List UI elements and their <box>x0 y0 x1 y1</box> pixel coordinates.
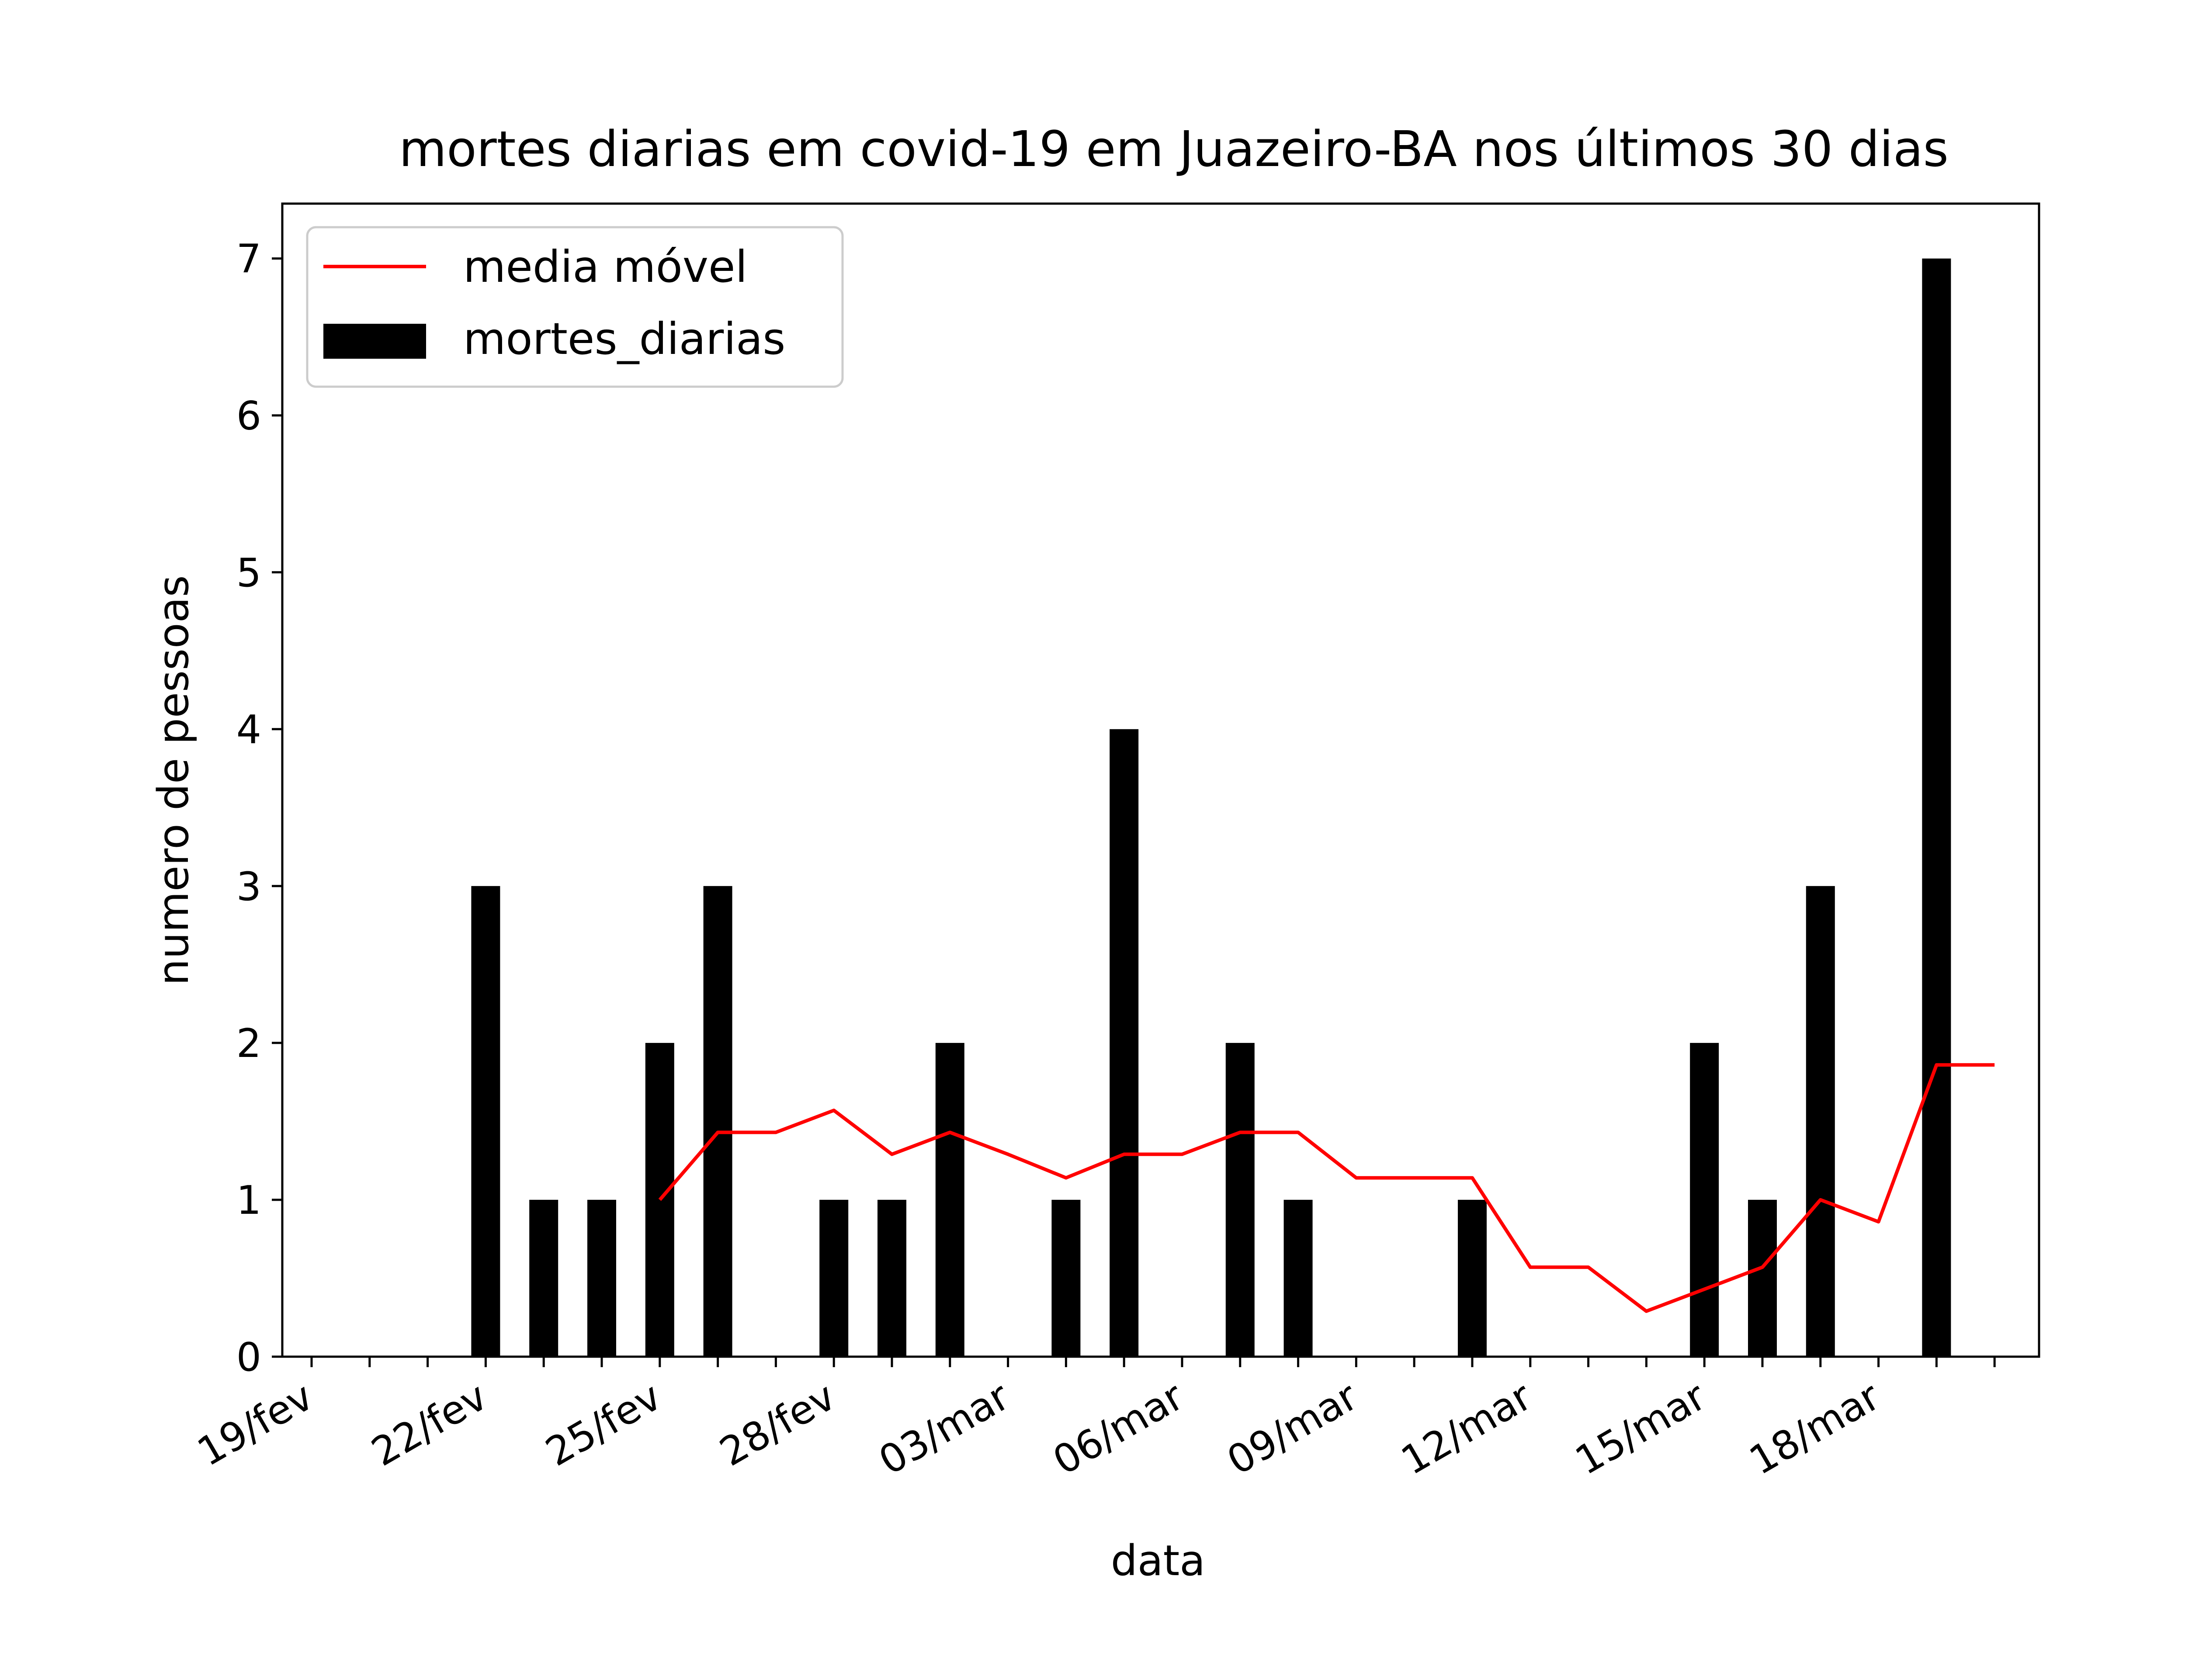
y-tick-label-4: 4 <box>236 707 261 753</box>
x-axis-label: data <box>1111 1536 1205 1585</box>
chart-title: mortes diarias em covid-19 em Juazeiro-B… <box>399 121 1949 178</box>
legend-label-mortes-diarias: mortes_diarias <box>463 313 785 364</box>
legend-bar-swatch <box>323 324 426 359</box>
y-tick-label-2: 2 <box>236 1021 261 1067</box>
bar-11/mar <box>1458 1199 1487 1357</box>
bar-28/fev <box>819 1199 849 1357</box>
moving-average-line <box>658 1063 1995 1313</box>
y-tick-label-6: 6 <box>236 393 261 439</box>
y-tick-label-7: 7 <box>236 236 261 282</box>
y-tick-label-5: 5 <box>236 550 261 596</box>
bar-08/mar <box>1283 1199 1313 1357</box>
y-axis: 0 1 2 3 4 5 6 7 <box>236 236 282 1380</box>
plot-area-frame <box>281 202 2040 1358</box>
legend-label-media-movel: media móvel <box>463 241 747 292</box>
bar-17/mar <box>1806 886 1835 1357</box>
bar-16/mar <box>1748 1199 1777 1357</box>
bar-15/mar <box>1690 1043 1719 1357</box>
bar-19/mar <box>1922 258 1951 1357</box>
bar-02/mar <box>935 1043 964 1357</box>
bars-layer <box>471 258 1951 1357</box>
bar-26/fev <box>703 886 732 1357</box>
bar-05/mar <box>1110 729 1139 1357</box>
y-tick-label-0: 0 <box>236 1334 261 1380</box>
y-axis-label: numero de pessoas <box>149 575 198 986</box>
bar-04/mar <box>1051 1199 1081 1357</box>
y-tick-label-1: 1 <box>236 1178 261 1223</box>
bar-01/mar <box>877 1199 906 1357</box>
bar-22/fev <box>471 886 500 1357</box>
legend-box <box>306 226 844 388</box>
bar-23/fev <box>529 1199 558 1357</box>
bar-24/fev <box>587 1199 616 1357</box>
moving-average-layer <box>658 1063 1995 1313</box>
bar-07/mar <box>1225 1043 1255 1357</box>
y-tick-label-3: 3 <box>236 864 261 910</box>
legend: media móvel mortes_diarias <box>306 226 844 388</box>
